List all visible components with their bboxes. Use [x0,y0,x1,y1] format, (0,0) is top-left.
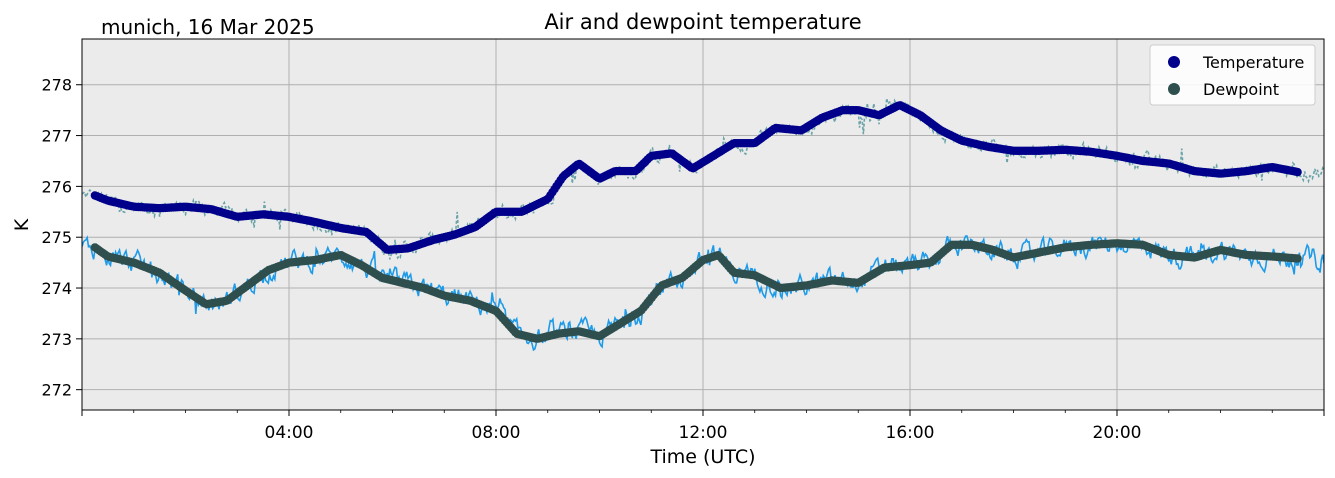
x-tick-label: 16:00 [886,423,935,443]
legend-label-temperature: Temperature [1202,53,1304,72]
temperature-point [1293,167,1302,177]
legend: Temperature Dewpoint [1149,44,1316,106]
location-date-label: munich, 16 Mar 2025 [101,15,315,39]
legend-marker-temperature [1168,56,1180,68]
x-tick-label: 04:00 [265,423,314,443]
y-axis-ticks: 272 273 274 275 276 277 278 [41,76,82,400]
x-tick-label: 20:00 [1093,423,1142,443]
y-tick-label: 275 [41,228,72,247]
y-tick-label: 276 [41,177,72,196]
series-layer [82,98,1324,352]
x-axis-ticks: 04:00 08:00 12:00 16:00 20:00 [81,410,1325,443]
temperature-series [90,101,1302,254]
legend-marker-dewpoint [1168,83,1180,95]
dewpoint-point [1293,254,1302,263]
y-axis-label: K [11,218,33,231]
grid-lines [82,39,1324,410]
chart-title: Air and dewpoint temperature [544,10,861,34]
dewpoint-series [90,239,1302,343]
y-tick-label: 273 [41,330,72,349]
y-tick-label: 272 [41,381,72,400]
y-tick-label: 277 [41,127,72,146]
legend-box [1149,44,1316,106]
legend-label-dewpoint: Dewpoint [1203,80,1279,99]
x-tick-label: 08:00 [472,423,521,443]
x-axis-label: Time (UTC) [649,446,755,468]
y-tick-label: 274 [41,279,72,298]
x-tick-label: 12:00 [679,423,728,443]
y-tick-label: 278 [41,76,72,95]
